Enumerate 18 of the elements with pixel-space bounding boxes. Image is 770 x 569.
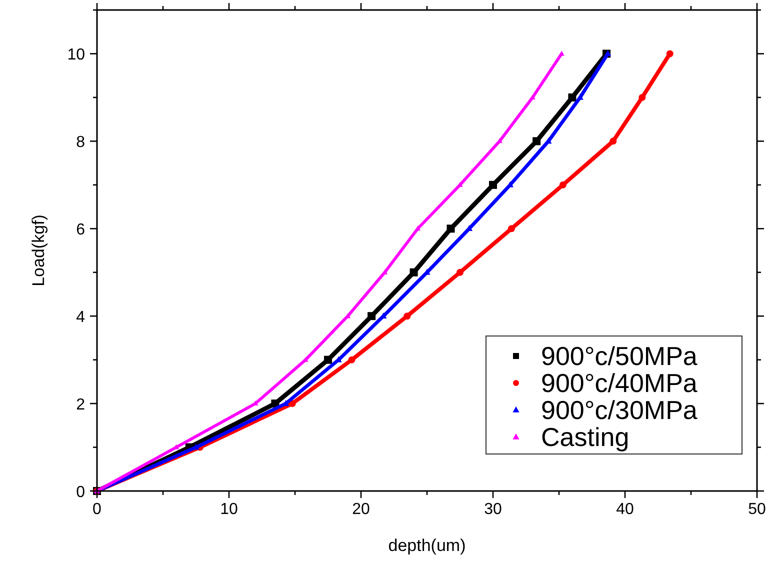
x-tick-label: 40 [616, 501, 634, 518]
y-tick-label: 4 [76, 309, 86, 326]
x-tick-label: 20 [352, 501, 370, 518]
y-tick-label: 10 [67, 46, 86, 64]
legend-label: 900°c/50MPa [541, 341, 698, 371]
y-tick-label: 0 [76, 484, 86, 501]
x-tick-label: 50 [748, 501, 766, 518]
x-tick-label: 10 [220, 501, 238, 518]
legend-label: Casting [541, 422, 630, 452]
legend-label: 900°c/30MPa [541, 395, 698, 425]
legend-label: 900°c/40MPa [541, 368, 698, 398]
x-axis-title: depth(um) [388, 536, 466, 555]
y-axis-title: Load(kgf) [29, 214, 48, 286]
x-tick-label: 0 [92, 501, 102, 518]
x-tick-label: 30 [484, 501, 502, 518]
y-tick-label: 2 [76, 396, 86, 414]
y-tick-label: 6 [76, 222, 86, 239]
y-tick-label: 8 [76, 134, 86, 152]
